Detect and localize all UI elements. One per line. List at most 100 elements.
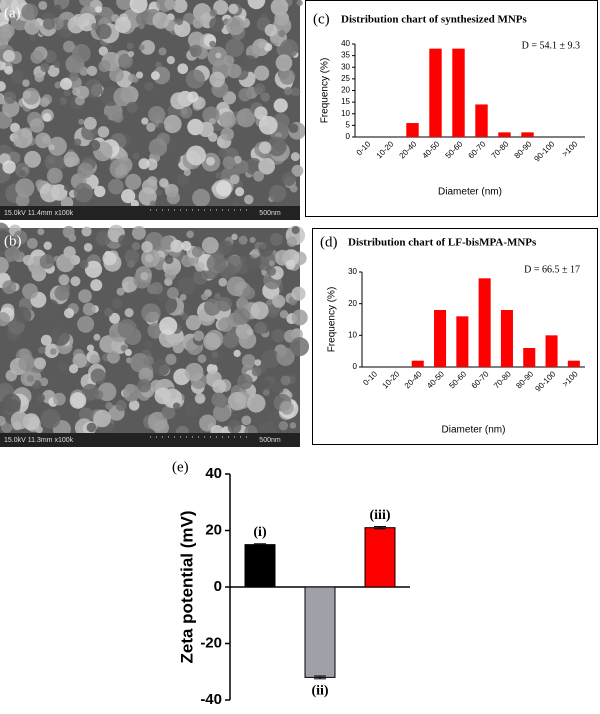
particle (73, 183, 94, 203)
particle (218, 148, 228, 158)
particle (222, 332, 239, 349)
particle (226, 276, 247, 297)
particle (0, 12, 10, 28)
bar (567, 360, 580, 367)
particle (22, 90, 32, 99)
particle (183, 168, 191, 177)
particle (90, 368, 106, 384)
particle (258, 141, 272, 154)
particle (170, 266, 179, 276)
particle (279, 69, 296, 85)
particle (156, 189, 163, 196)
particle (40, 62, 50, 73)
particle (235, 187, 245, 197)
particle (285, 259, 296, 270)
particle (289, 422, 297, 429)
particle (64, 156, 76, 168)
x-tick-label: 50-60 (447, 369, 468, 390)
particle (291, 164, 304, 177)
particle (241, 354, 256, 369)
particle (109, 312, 120, 324)
particle (258, 242, 274, 257)
particle (291, 286, 306, 301)
particle (21, 3, 39, 21)
particle (73, 138, 82, 147)
particle (69, 392, 87, 409)
panel-label: (e) (172, 459, 189, 475)
bar (244, 544, 276, 588)
x-tick-label: 60-70 (470, 369, 491, 390)
sem-image: (b) 15.0kV 11.3mm x100k 500nm (0, 222, 310, 447)
particle (138, 158, 150, 170)
particle (279, 310, 289, 319)
particle (22, 79, 30, 87)
y-tick-label: 20 (348, 299, 357, 308)
particle (238, 88, 252, 102)
particle (288, 123, 299, 133)
x-tick-label: 0-10 (361, 369, 379, 387)
particle (170, 239, 184, 253)
particle (12, 128, 33, 149)
particle (280, 375, 291, 386)
particle (278, 420, 289, 431)
particle (233, 349, 241, 358)
x-tick-label: 60-70 (467, 139, 488, 160)
particle (205, 374, 216, 385)
particle (198, 121, 214, 138)
particle (206, 348, 223, 365)
y-tick-label: 10 (341, 109, 350, 118)
particle (24, 19, 41, 35)
particle (102, 251, 117, 266)
particle (179, 105, 193, 119)
particle (97, 114, 109, 125)
particle (24, 150, 42, 168)
particle (242, 286, 256, 300)
particle (244, 194, 254, 205)
particle (291, 87, 301, 97)
particle (212, 404, 231, 422)
x-tick-label: 80-90 (513, 139, 534, 160)
particle (131, 242, 141, 251)
particle (125, 173, 142, 190)
particle (187, 91, 199, 103)
particle (42, 112, 52, 122)
particle (86, 422, 97, 433)
particle (88, 139, 101, 152)
particle (132, 152, 140, 160)
particle (194, 262, 205, 272)
bar (304, 586, 336, 678)
particle (93, 409, 111, 428)
panel-label: (b) (4, 233, 22, 249)
particle (159, 178, 169, 188)
particle (266, 304, 280, 318)
particle (218, 317, 233, 332)
particle (111, 297, 123, 309)
particle (4, 65, 14, 75)
x-tick-label: 0-10 (355, 139, 373, 157)
particle (105, 402, 113, 410)
particle (0, 250, 5, 259)
bar-label: (i) (253, 525, 267, 540)
particle (34, 357, 47, 370)
particle (246, 328, 254, 336)
particle (283, 86, 293, 96)
particle (209, 9, 218, 17)
particle (2, 49, 16, 63)
particle (181, 313, 189, 321)
particle (275, 54, 293, 72)
particle (247, 0, 266, 10)
particle (2, 393, 21, 413)
x-tick-label: 90-100 (533, 369, 557, 393)
particle (254, 416, 264, 426)
particle (179, 293, 187, 301)
particle (229, 174, 240, 185)
particle (222, 156, 236, 170)
particle (164, 0, 176, 10)
particle (113, 87, 133, 107)
particle (260, 92, 270, 102)
particle (148, 105, 166, 124)
particle (253, 83, 266, 95)
particle (72, 44, 91, 63)
particle (82, 302, 96, 316)
particle (245, 254, 262, 271)
